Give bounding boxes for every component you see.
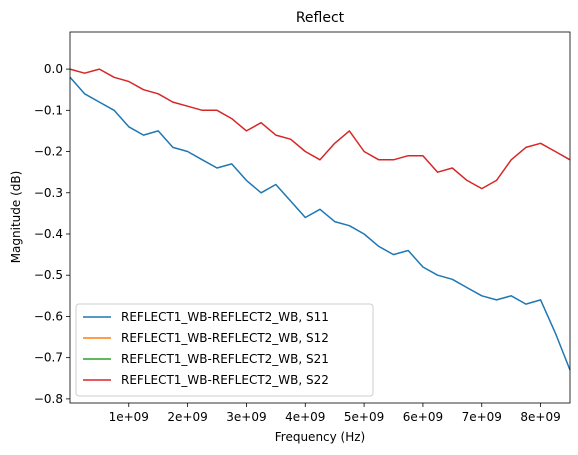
x-tick-label: 5e+09 <box>344 410 384 424</box>
x-tick-label: 6e+09 <box>403 410 443 424</box>
y-tick-label: −0.3 <box>34 186 63 200</box>
legend-box <box>75 303 374 397</box>
x-axis-title: Frequency (Hz) <box>275 430 366 444</box>
x-tick-label: 4e+09 <box>285 410 325 424</box>
legend-label: REFLECT1_WB-REFLECT2_WB, S11 <box>121 310 329 324</box>
x-tick-label: 2e+09 <box>167 410 207 424</box>
legend: REFLECT1_WB-REFLECT2_WB, S11 REFLECT1_WB-… <box>75 303 374 397</box>
legend-label: REFLECT1_WB-REFLECT2_WB, S12 <box>121 331 329 345</box>
y-tick-label: −0.7 <box>34 351 63 365</box>
x-tick-label: 7e+09 <box>462 410 502 424</box>
plot-area-frame <box>69 31 571 404</box>
legend-label: REFLECT1_WB-REFLECT2_WB, S22 <box>121 373 329 387</box>
y-axis-title: Magnitude (dB) <box>9 171 23 264</box>
plot-lines <box>69 68 571 371</box>
y-tick-label: −0.2 <box>34 145 63 159</box>
x-tick-label: 8e+09 <box>520 410 560 424</box>
y-tick-label: −0.6 <box>34 309 63 323</box>
legend-label: REFLECT1_WB-REFLECT2_WB, S21 <box>121 352 329 366</box>
y-tick-label: −0.8 <box>34 392 63 406</box>
y-tick-label: −0.4 <box>34 227 63 241</box>
y-axis-ticks: 0.0 −0.1 −0.2 −0.3 −0.4 −0.5 −0.6 −0.7 −0.8 <box>34 62 70 406</box>
x-tick-label: 1e+09 <box>109 410 149 424</box>
x-tick-label: 3e+09 <box>226 410 266 424</box>
series-line-0 <box>69 76 571 371</box>
chart-title: Reflect <box>296 10 345 26</box>
series-line-3 <box>69 68 571 190</box>
y-tick-label: 0.0 <box>44 62 63 76</box>
y-tick-label: −0.1 <box>34 103 63 117</box>
y-tick-label: −0.5 <box>34 268 63 282</box>
x-axis-ticks: 1e+09 2e+09 3e+09 4e+09 5e+09 6e+09 7e+09 8e+09 <box>109 403 561 424</box>
